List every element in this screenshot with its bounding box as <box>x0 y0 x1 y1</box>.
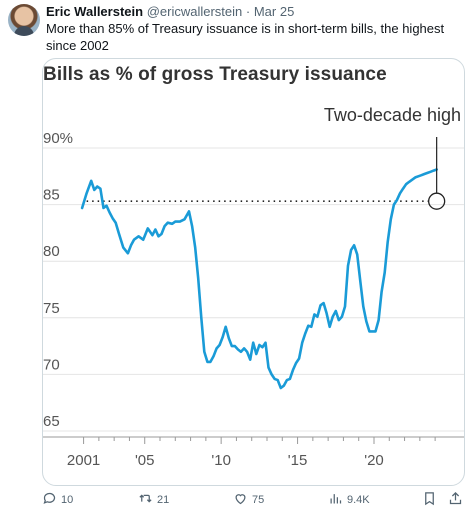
author-handle[interactable]: @ericwallerstein <box>146 4 243 19</box>
y-tick-label: 90% <box>43 130 73 147</box>
tweet-text: More than 85% of Treasury issuance is in… <box>46 21 445 53</box>
reply-count: 10 <box>61 494 74 506</box>
like-button[interactable]: 75 <box>233 492 264 508</box>
x-tick-label: '15 <box>288 452 308 469</box>
y-tick-label: 80 <box>43 243 60 260</box>
y-tick-label: 70 <box>43 356 60 373</box>
heart-icon <box>233 491 248 509</box>
header-separator: · <box>245 4 251 19</box>
retweet-button[interactable]: 21 <box>138 492 169 508</box>
chart-image[interactable]: Bills as % of gross Treasury issuance 90… <box>42 58 465 486</box>
x-tick-label: '05 <box>135 452 155 469</box>
like-count: 75 <box>252 494 265 506</box>
views-count: 9.4K <box>347 494 370 506</box>
chart-svg: 90% 85 80 75 70 65 2001 '05 '10 '15 '20 Two-decade … <box>43 105 464 469</box>
y-tick-label: 65 <box>43 413 60 430</box>
y-tick-label: 75 <box>43 300 60 317</box>
author-avatar[interactable] <box>8 4 40 36</box>
x-tick-label: '20 <box>364 452 384 469</box>
share-icon <box>448 491 463 509</box>
reply-icon <box>42 491 57 509</box>
series-line <box>80 168 438 390</box>
bookmark-icon <box>422 491 437 509</box>
retweet-count: 21 <box>157 494 170 506</box>
chart-title: Bills as % of gross Treasury issuance <box>43 64 387 85</box>
views-button[interactable]: 9.4K <box>328 492 370 508</box>
bookmark-button[interactable] <box>422 492 437 508</box>
tweet-header: Eric Wallerstein @ericwallerstein · Mar … <box>46 3 294 20</box>
x-tick-label: '10 <box>211 452 231 469</box>
annotation-circle <box>428 192 446 210</box>
x-tick-label: 2001 <box>67 452 100 469</box>
tweet-date[interactable]: Mar 25 <box>253 4 295 19</box>
author-name[interactable]: Eric Wallerstein <box>46 4 144 19</box>
retweet-icon <box>138 491 153 509</box>
reply-button[interactable]: 10 <box>42 492 73 508</box>
share-button[interactable] <box>448 491 463 509</box>
annotation-label: Two-decade high <box>324 105 461 125</box>
y-tick-label: 85 <box>43 187 60 204</box>
bar-chart-icon <box>328 491 343 509</box>
tweet-actions: 10 21 75 9.4K <box>0 491 471 510</box>
